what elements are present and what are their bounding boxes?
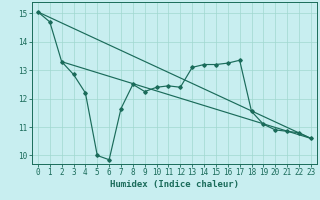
- X-axis label: Humidex (Indice chaleur): Humidex (Indice chaleur): [110, 180, 239, 189]
